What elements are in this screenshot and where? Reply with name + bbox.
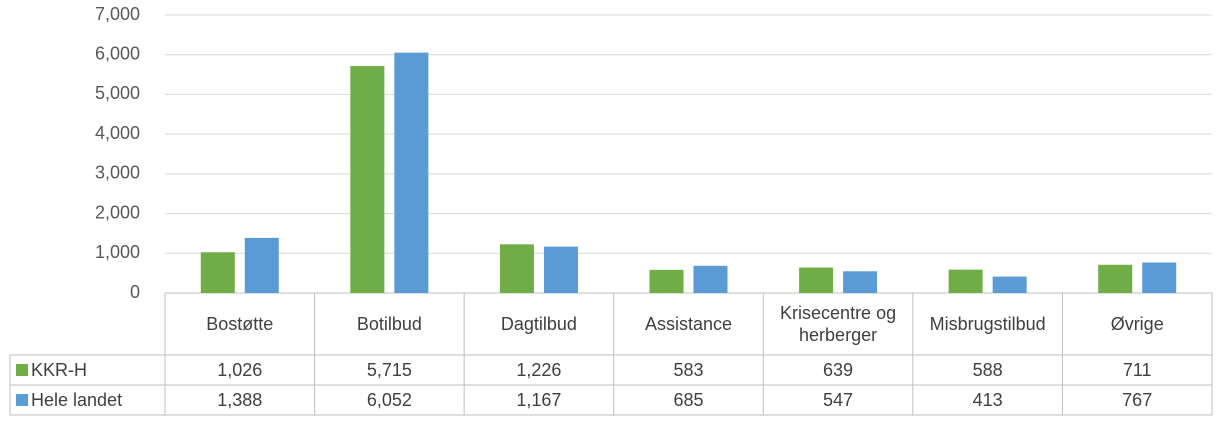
x-tick-label: Dagtilbud	[464, 293, 614, 355]
bar	[1098, 264, 1133, 293]
bar	[1142, 262, 1177, 293]
legend-label: Hele landet	[31, 390, 123, 410]
y-tick-label: 1,000	[95, 242, 140, 262]
y-tick-label: 2,000	[95, 202, 140, 222]
data-label-text: 711	[1122, 360, 1152, 380]
y-tick-label: 5,000	[95, 83, 140, 103]
data-label-text: 5,715	[366, 360, 412, 380]
data-label-text: 1,167	[516, 390, 562, 410]
x-tick-label-text: Bostøtte	[206, 314, 274, 334]
data-label: 413	[913, 385, 1063, 415]
x-tick-label: Assistance	[614, 293, 764, 355]
data-label: 1,226	[464, 355, 614, 385]
x-tick-label: Krisecentre og herberger	[763, 293, 913, 355]
bar	[843, 271, 878, 293]
bar	[499, 244, 534, 293]
x-tick-label-text: Assistance	[644, 314, 732, 334]
data-label: 547	[763, 385, 913, 415]
data-label-text: 413	[972, 390, 1003, 410]
data-label: 1,388	[165, 385, 315, 415]
data-label: 1,167	[464, 385, 614, 415]
data-label-text: 639	[823, 360, 854, 380]
bar	[992, 276, 1027, 293]
data-label: 588	[913, 355, 1063, 385]
data-label-text: 547	[823, 390, 854, 410]
data-label-text: 767	[1122, 390, 1153, 410]
y-tick-label: 6,000	[95, 43, 140, 63]
x-tick-label: Bostøtte	[165, 293, 315, 355]
y-tick-label: 3,000	[95, 163, 140, 183]
legend-entry: Hele landet	[10, 385, 165, 415]
data-label-text: 583	[673, 360, 704, 380]
bar	[244, 237, 279, 293]
x-tick-label: Øvrige	[1062, 293, 1212, 355]
bar	[649, 269, 684, 293]
data-label-text: 685	[673, 390, 704, 410]
legend-label: KKR-H	[31, 360, 88, 380]
bar	[200, 252, 235, 293]
y-tick-label: 7,000	[95, 4, 140, 24]
x-tick-label-text: Krisecentre og herberger	[780, 303, 897, 345]
bar	[799, 267, 834, 293]
legend-swatch	[16, 394, 28, 406]
bar	[543, 246, 578, 293]
data-label-text: 1,226	[516, 360, 562, 380]
data-label: 6,052	[315, 385, 465, 415]
bar	[350, 66, 385, 293]
data-label: 5,715	[315, 355, 465, 385]
x-tick-label-text: Dagtilbud	[500, 314, 577, 334]
bar	[693, 265, 728, 293]
data-label: 639	[763, 355, 913, 385]
data-label: 711	[1062, 355, 1212, 385]
y-tick-label: 4,000	[95, 123, 140, 143]
data-label: 767	[1062, 385, 1212, 415]
x-tick-label-text: Misbrugstilbud	[929, 314, 1046, 334]
x-tick-label-text: Botilbud	[356, 314, 422, 334]
bar	[394, 52, 429, 294]
data-label-text: 1,388	[217, 390, 263, 410]
x-tick-label: Botilbud	[315, 293, 465, 355]
data-label: 1,026	[165, 355, 315, 385]
x-tick-label-text: Øvrige	[1110, 314, 1164, 334]
legend-entry: KKR-H	[10, 355, 165, 385]
data-label: 685	[614, 385, 764, 415]
data-label-text: 588	[972, 360, 1003, 380]
legend-swatch	[16, 364, 28, 376]
data-label-text: 1,026	[217, 360, 263, 380]
x-tick-label: Misbrugstilbud	[913, 293, 1063, 355]
data-label: 583	[614, 355, 764, 385]
y-tick-label: 0	[130, 282, 140, 302]
data-label-text: 6,052	[366, 390, 412, 410]
bar	[948, 269, 983, 293]
